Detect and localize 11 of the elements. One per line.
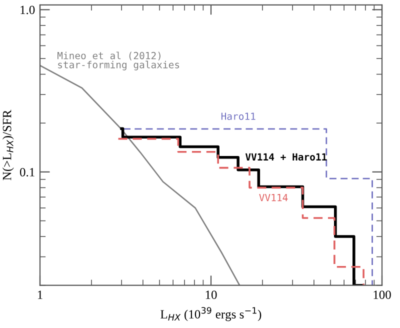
- series-label: VV114: [259, 194, 288, 202]
- x-axis-title: L$_{HX}$ (10$^{39}$ ergs s$^{−1}$): [160, 307, 262, 322]
- x-tick-label: 1: [38, 290, 42, 299]
- y-axis-title: N(>L$_{HX}$)/SFR: [2, 110, 14, 180]
- x-tick-label: 100: [374, 290, 391, 300]
- series-label: Haro11: [221, 112, 256, 120]
- x-tick-label: 10: [206, 290, 217, 300]
- series-label: VV114 + Haro11: [245, 153, 327, 161]
- y-tick-label: 1.0: [20, 6, 35, 14]
- y-tick-label: 0.1: [20, 168, 34, 176]
- series-label: Mineo et al (2012) star-forming galaxies: [58, 52, 180, 70]
